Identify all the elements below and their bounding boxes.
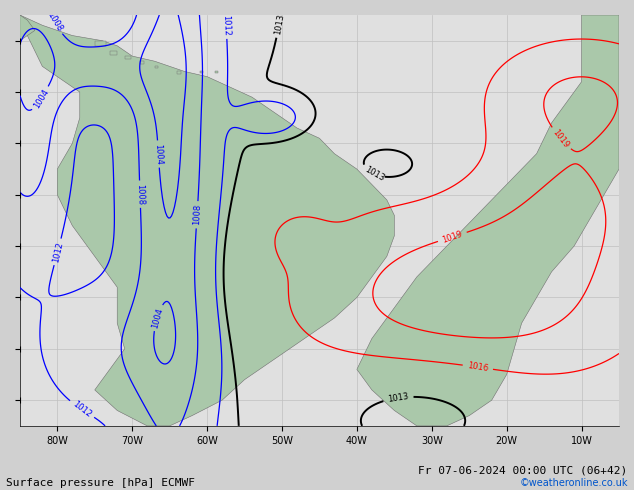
Text: 1012: 1012 — [221, 15, 231, 36]
Text: 1013: 1013 — [363, 165, 385, 183]
Polygon shape — [357, 15, 619, 426]
Polygon shape — [110, 51, 117, 55]
Polygon shape — [177, 72, 181, 74]
Text: Fr 07-06-2024 00:00 UTC (06+42): Fr 07-06-2024 00:00 UTC (06+42) — [418, 466, 628, 475]
Text: 1004: 1004 — [32, 87, 50, 110]
Polygon shape — [139, 61, 144, 64]
Polygon shape — [94, 41, 106, 46]
Text: 1019: 1019 — [551, 127, 571, 149]
Text: 1013: 1013 — [387, 392, 410, 404]
Text: 1013: 1013 — [273, 13, 285, 35]
Polygon shape — [200, 72, 203, 73]
Text: 1012: 1012 — [51, 241, 65, 263]
Polygon shape — [125, 56, 131, 59]
Text: 1019: 1019 — [441, 229, 463, 245]
Text: ©weatheronline.co.uk: ©weatheronline.co.uk — [519, 478, 628, 488]
Text: 1004: 1004 — [153, 143, 164, 165]
Text: 1012: 1012 — [71, 399, 93, 419]
Text: 1004: 1004 — [150, 306, 165, 329]
Polygon shape — [20, 15, 35, 41]
Text: Surface pressure [hPa] ECMWF: Surface pressure [hPa] ECMWF — [6, 478, 195, 488]
Polygon shape — [214, 72, 217, 73]
Text: 1008: 1008 — [45, 11, 63, 33]
Text: 1008: 1008 — [135, 183, 145, 205]
Text: 1016: 1016 — [467, 361, 489, 373]
Text: 1008: 1008 — [192, 204, 202, 225]
Polygon shape — [20, 15, 394, 426]
Polygon shape — [155, 66, 158, 69]
